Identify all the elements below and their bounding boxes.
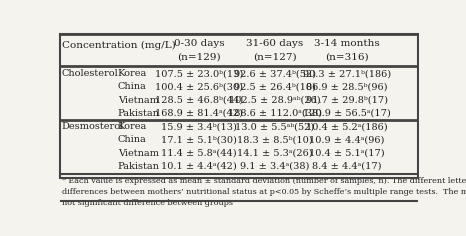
Text: Pakistan: Pakistan: [118, 109, 160, 118]
Text: 91.7 ± 29.8ᵇ(17): 91.7 ± 29.8ᵇ(17): [306, 96, 388, 105]
Text: 90.3 ± 27.1ᵇ(186): 90.3 ± 27.1ᵇ(186): [303, 69, 391, 78]
Text: Vietnam: Vietnam: [118, 149, 159, 158]
Text: 15.9 ± 3.4ᵇ(13): 15.9 ± 3.4ᵇ(13): [161, 122, 237, 131]
Text: (n=316): (n=316): [325, 52, 369, 61]
Text: 92.5 ± 26.4ᵇ(10): 92.5 ± 26.4ᵇ(10): [234, 82, 316, 91]
Text: 0-30 days: 0-30 days: [174, 39, 225, 48]
Text: 128.5 ± 46.8ᵇ(44): 128.5 ± 46.8ᵇ(44): [155, 96, 243, 105]
Text: 168.9 ± 81.4ᵃ(42): 168.9 ± 81.4ᵃ(42): [155, 109, 243, 118]
Text: * Each value is expressed as mean ± standard deviation (number of samples, n). T: * Each value is expressed as mean ± stan…: [62, 177, 466, 207]
Text: (n=129): (n=129): [177, 52, 221, 61]
Text: China: China: [118, 135, 147, 144]
Text: 10.4 ± 5.1ᵃ(17): 10.4 ± 5.1ᵃ(17): [309, 149, 385, 158]
Text: 10.1 ± 4.4ᵃ(42): 10.1 ± 4.4ᵃ(42): [161, 162, 237, 171]
Text: Cholesterol: Cholesterol: [62, 69, 119, 78]
Text: 10.4 ± 5.2ᵃ(186): 10.4 ± 5.2ᵃ(186): [306, 122, 388, 131]
Text: 86.9 ± 28.5ᵇ(96): 86.9 ± 28.5ᵇ(96): [307, 82, 388, 91]
Text: 10.9 ± 4.4ᵃ(96): 10.9 ± 4.4ᵃ(96): [309, 135, 385, 144]
Text: 107.5 ± 23.0ᵇ(13): 107.5 ± 23.0ᵇ(13): [155, 69, 243, 78]
Text: Vietnam: Vietnam: [118, 96, 159, 105]
Text: Korea: Korea: [118, 122, 147, 131]
Text: 17.1 ± 5.1ᵇ(30): 17.1 ± 5.1ᵇ(30): [161, 135, 237, 144]
Text: 13.0 ± 5.5ᵃᵇ(52): 13.0 ± 5.5ᵃᵇ(52): [235, 122, 315, 131]
Text: Desmosterol: Desmosterol: [62, 122, 124, 131]
Text: 18.3 ± 8.5ᵇ(10): 18.3 ± 8.5ᵇ(10): [237, 135, 313, 144]
Text: 188.6 ± 112.0ᵃ(38): 188.6 ± 112.0ᵃ(38): [228, 109, 322, 118]
Text: 31-60 days: 31-60 days: [247, 39, 303, 48]
Text: 120.9 ± 56.5ᵃ(17): 120.9 ± 56.5ᵃ(17): [303, 109, 391, 118]
Text: 100.4 ± 25.6ᵇ(30): 100.4 ± 25.6ᵇ(30): [155, 82, 243, 91]
Text: 3-14 months: 3-14 months: [314, 39, 380, 48]
Text: Concentration (mg/L): Concentration (mg/L): [62, 41, 176, 51]
Text: 9.1 ± 3.4ᵃ(38): 9.1 ± 3.4ᵃ(38): [240, 162, 309, 171]
Text: 92.6 ± 37.4ᵇ(52): 92.6 ± 37.4ᵇ(52): [234, 69, 316, 78]
Text: 14.1 ± 5.3ᵃ(26): 14.1 ± 5.3ᵃ(26): [237, 149, 313, 158]
Text: Korea: Korea: [118, 69, 147, 78]
Text: 102.5 ± 28.9ᵃᵇ(26): 102.5 ± 28.9ᵃᵇ(26): [229, 96, 321, 105]
Text: (n=127): (n=127): [253, 52, 297, 61]
Text: China: China: [118, 82, 147, 91]
Text: 11.4 ± 5.8ᵃ(44): 11.4 ± 5.8ᵃ(44): [161, 149, 237, 158]
Text: 8.4 ± 4.4ᵃ(17): 8.4 ± 4.4ᵃ(17): [312, 162, 382, 171]
Text: Pakistan: Pakistan: [118, 162, 160, 171]
Bar: [60, 34, 418, 178]
